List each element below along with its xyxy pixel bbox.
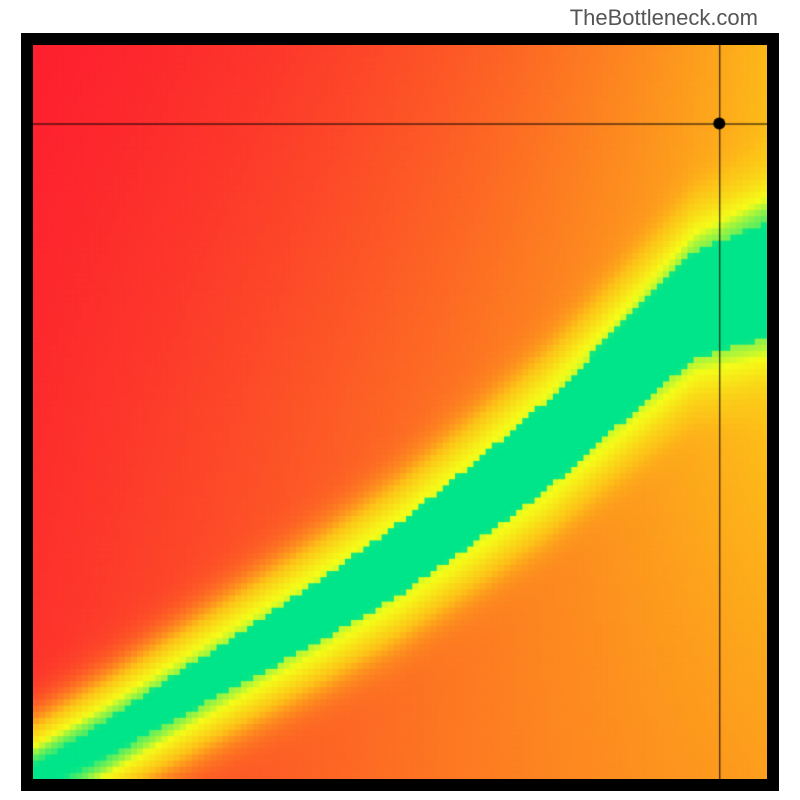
attribution-text: TheBottleneck.com	[570, 5, 758, 31]
chart-frame	[21, 33, 779, 791]
chart-container: TheBottleneck.com	[0, 0, 800, 800]
crosshair-overlay	[33, 45, 767, 779]
